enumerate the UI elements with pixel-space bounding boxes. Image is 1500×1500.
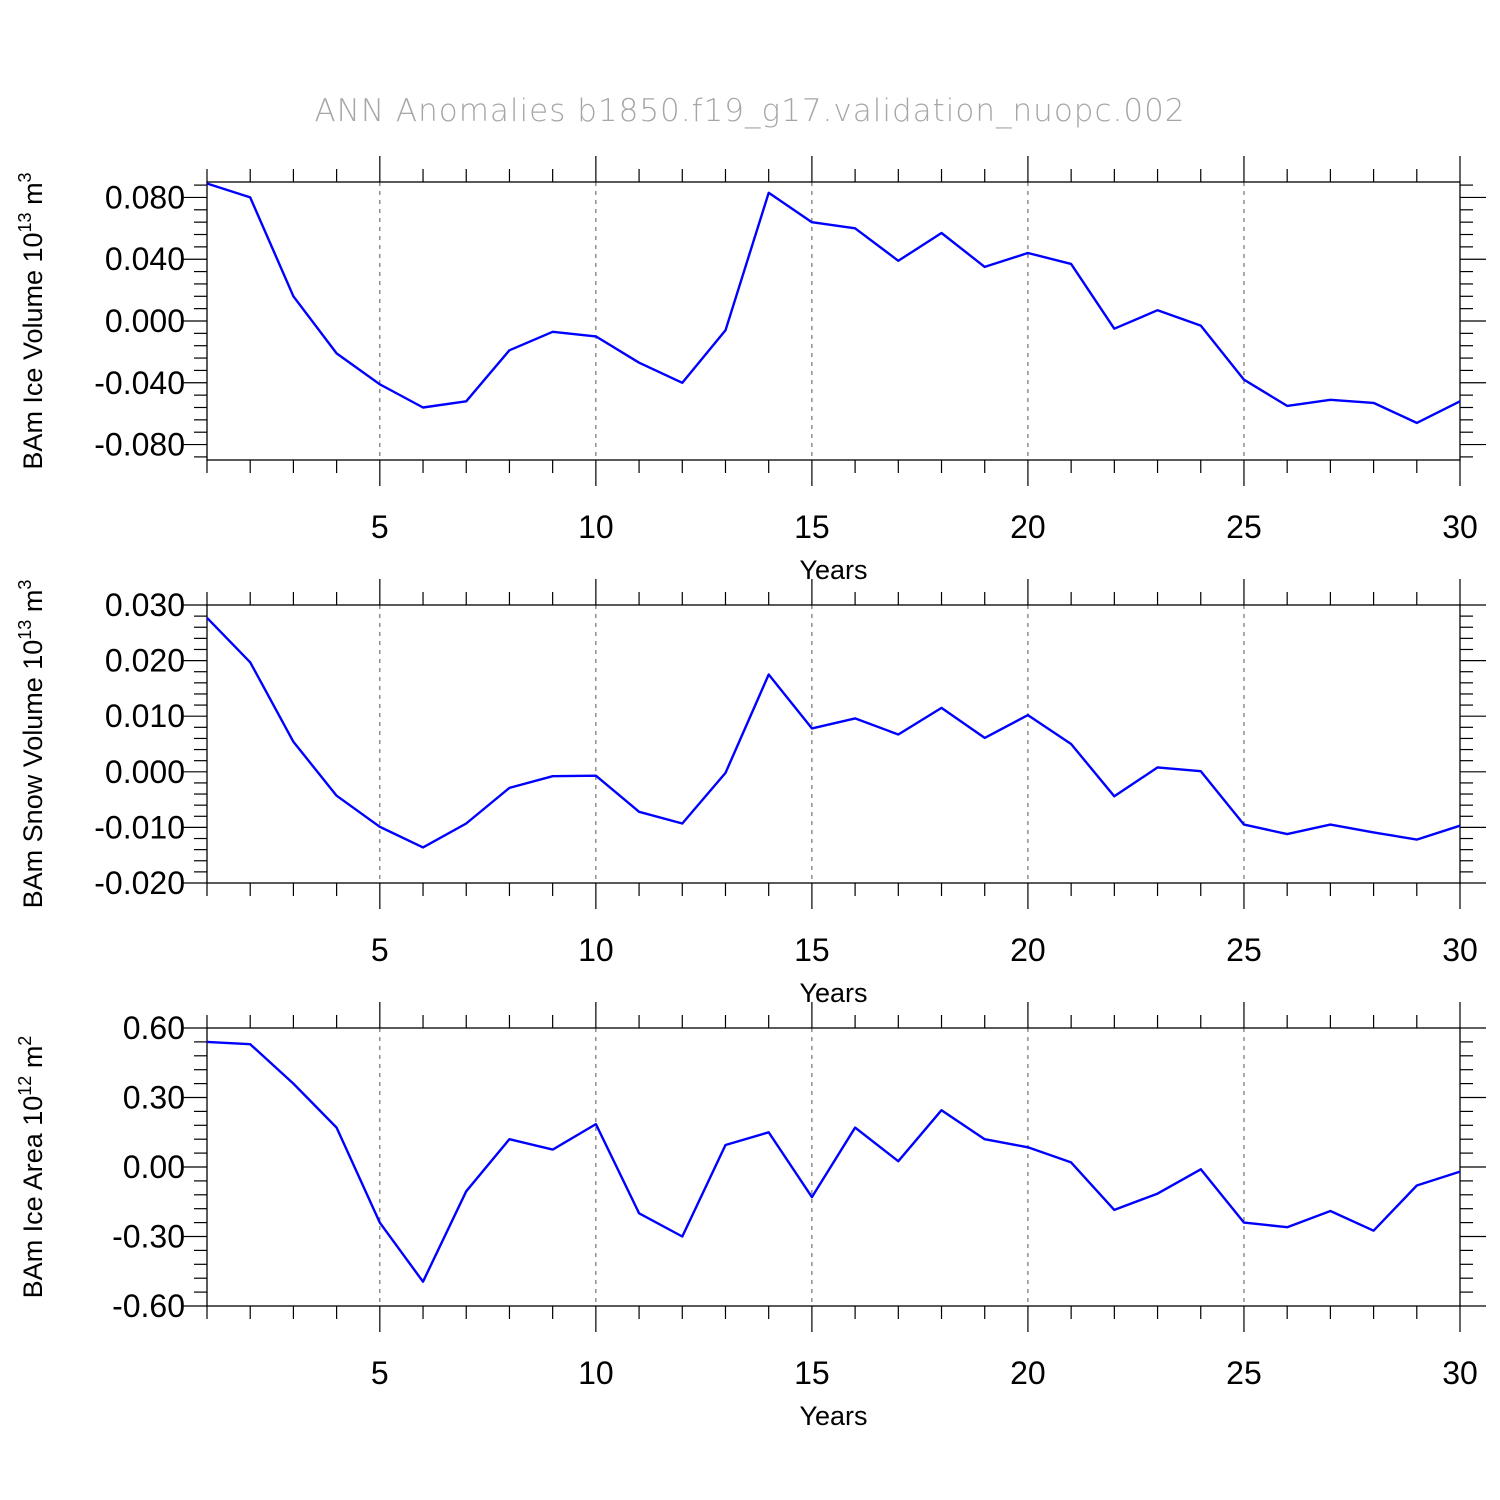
y-tick-label: -0.040 [94,365,185,401]
y-axis-title-superscript: 12 [15,1076,35,1096]
x-tick-label: 5 [371,509,389,545]
y-axis-title: BAm Ice Volume 1013 m3 [15,172,48,469]
x-tick-label: 30 [1442,932,1478,968]
x-tick-label: 25 [1226,509,1262,545]
x-tick-label: 10 [578,932,614,968]
y-tick-label: 0.080 [105,179,185,215]
y-tick-label: -0.010 [94,809,185,845]
y-axis-title-text: m [18,182,48,212]
y-tick-label: 0.020 [105,643,185,679]
x-axis-title: Years [799,555,867,585]
series-line [206,1040,1461,1283]
y-tick-label: 0.30 [123,1080,185,1116]
x-tick-label: 15 [794,932,830,968]
x-axis-title: Years [799,1401,867,1431]
x-tick-label: 5 [371,932,389,968]
x-tick-label: 15 [794,509,830,545]
x-tick-label: 25 [1226,932,1262,968]
y-axis-title-text: m [18,1046,48,1076]
y-axis-title-superscript: 3 [15,580,35,590]
plot-frame [206,604,1461,884]
x-tick-label: 30 [1442,1355,1478,1391]
x-tick-label: 30 [1442,509,1478,545]
x-tick-label: 10 [578,1355,614,1391]
y-tick-label: 0.010 [105,698,185,734]
x-tick-label: 10 [578,509,614,545]
x-axis-title: Years [799,978,867,1008]
y-tick-label: -0.080 [94,427,185,463]
panel-2: -0.020 -0.010 0.000 0.010 0.020 0.030 5 10 15 20 2… [15,579,1486,1008]
y-axis-title: BAm Snow Volume 1013 m3 [15,580,48,909]
x-tick-label: 15 [794,1355,830,1391]
y-axis-title-superscript: 13 [15,620,35,640]
y-axis-title-superscript: 13 [15,212,35,232]
plot-frame [206,1027,1461,1307]
y-axis-title-superscript: 2 [15,1036,35,1046]
x-tick-label: 20 [1010,1355,1046,1391]
plot-frame [206,181,1461,461]
y-tick-label: 0.60 [123,1010,185,1046]
y-axis-title-text: BAm Ice Volume 10 [18,232,48,469]
x-tick-label: 20 [1010,509,1046,545]
y-tick-label: 0.030 [105,587,185,623]
y-tick-label: 0.000 [105,303,185,339]
y-tick-label: -0.30 [112,1219,185,1255]
x-tick-label: 5 [371,1355,389,1391]
series-line [206,616,1461,849]
figure-title: ANN Anomalies b1850.f19_g17.validation_n… [314,93,1185,129]
x-tick-label: 25 [1226,1355,1262,1391]
panel-3: -0.60 -0.30 0.00 0.30 0.60 5 10 15 20 25 30 Years BA… [15,1002,1486,1431]
y-axis-title-text: BAm Ice Area 10 [18,1096,48,1299]
panel-1: -0.080 -0.040 0.000 0.040 0.080 5 10 15 20 25 30 Ye… [15,156,1486,585]
series-line [206,182,1461,425]
y-axis-title-superscript: 3 [15,172,35,182]
y-axis-title-text: BAm Snow Volume 10 [18,640,48,909]
y-tick-label: 0.040 [105,241,185,277]
x-tick-label: 20 [1010,932,1046,968]
y-axis-title: BAm Ice Area 1012 m2 [15,1036,48,1299]
y-tick-label: 0.000 [105,754,185,790]
y-tick-label: -0.60 [112,1288,185,1324]
y-axis-title-text: m [18,590,48,620]
y-tick-label: -0.020 [94,865,185,901]
y-tick-label: 0.00 [123,1149,185,1185]
